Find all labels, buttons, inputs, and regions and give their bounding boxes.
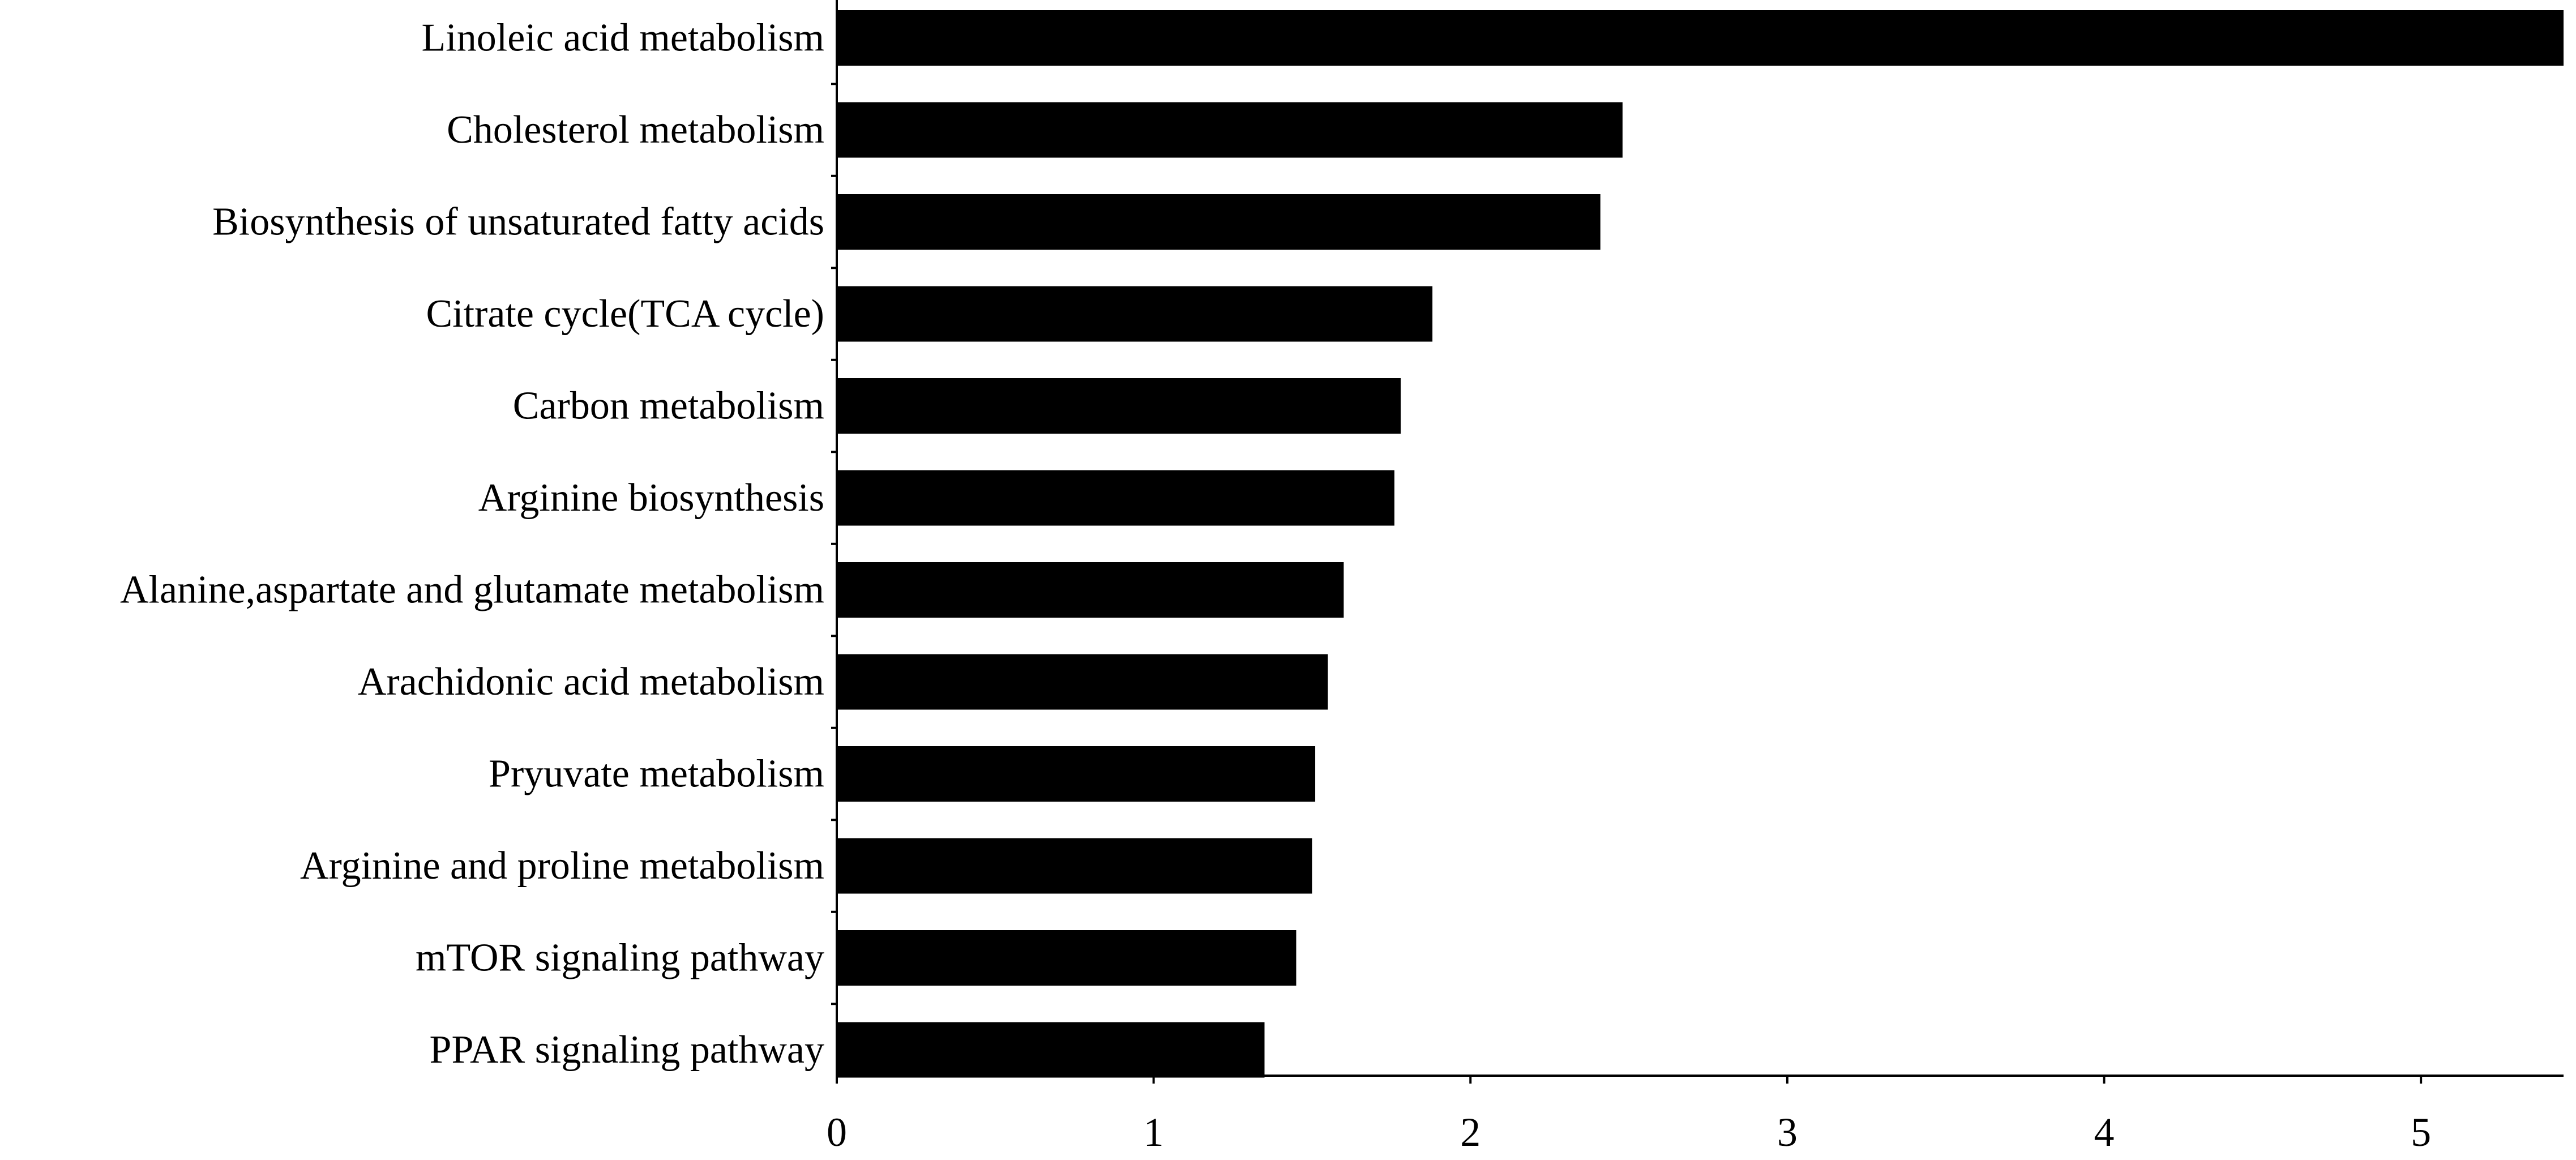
bar xyxy=(837,194,1601,250)
bar xyxy=(837,102,1623,158)
x-tick-label: 1 xyxy=(1144,1110,1164,1155)
bar xyxy=(837,562,1344,618)
x-tick-label: 2 xyxy=(1460,1110,1480,1155)
category-labels: Linoleic acid metabolism Cholesterol meta… xyxy=(120,16,824,1072)
category-label: mTOR signaling pathway xyxy=(416,936,824,980)
category-label: Linoleic acid metabolism xyxy=(422,16,824,60)
category-label: Citrate cycle(TCA cycle) xyxy=(426,292,824,336)
x-axis-ticks: 0 1 2 3 4 5 xyxy=(827,83,2431,1155)
category-label: Alanine,aspartate and glutamate metaboli… xyxy=(120,568,824,612)
category-label: Cholesterol metabolism xyxy=(447,108,824,152)
category-label: Carbon metabolism xyxy=(513,384,824,428)
x-tick-label: 5 xyxy=(2411,1110,2431,1155)
bar xyxy=(837,654,1328,710)
category-label: Arginine biosynthesis xyxy=(478,476,824,520)
x-tick-label: 4 xyxy=(2094,1110,2115,1155)
bar xyxy=(837,746,1316,802)
bar xyxy=(837,838,1312,894)
bar xyxy=(837,1022,1265,1078)
bar xyxy=(837,286,1433,342)
category-label: PPAR signaling pathway xyxy=(430,1028,824,1072)
x-tick-label: 0 xyxy=(827,1110,847,1155)
bar xyxy=(837,470,1394,526)
category-label: Biosynthesis of unsaturated fatty acids xyxy=(212,200,824,244)
bars-group xyxy=(837,10,2564,1078)
category-label: Pryuvate metabolism xyxy=(489,752,824,796)
category-label: Arginine and proline metabolism xyxy=(300,844,824,888)
bar xyxy=(837,378,1401,434)
category-label: Arachidonic acid metabolism xyxy=(358,660,824,704)
x-tick-label: 3 xyxy=(1777,1110,1798,1155)
bar xyxy=(837,930,1296,986)
bar xyxy=(837,10,2564,66)
